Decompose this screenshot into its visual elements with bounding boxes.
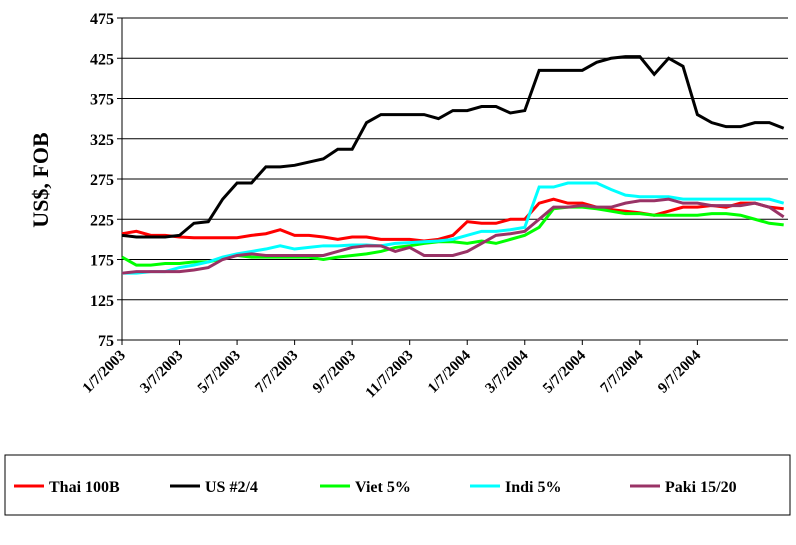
y-tick-label: 275 — [90, 172, 114, 189]
y-tick-label: 225 — [90, 212, 114, 229]
y-tick-label: 325 — [90, 132, 114, 149]
x-tick-label: 9/7/2003 — [310, 348, 359, 397]
x-tick-label: 5/7/2003 — [195, 348, 244, 397]
y-tick-label: 125 — [90, 293, 114, 310]
legend-label: Viet 5% — [355, 479, 411, 496]
x-tick-label: 1/7/2004 — [425, 347, 474, 396]
series-line — [121, 197, 784, 243]
y-axis-label: US$, FOB — [28, 132, 53, 228]
x-tick-label: 7/7/2004 — [598, 347, 647, 396]
y-tick-label: 425 — [90, 51, 114, 68]
legend-label: Thai 100B — [49, 479, 120, 496]
x-tick-label: 1/7/2003 — [80, 348, 129, 397]
x-tick-label: 5/7/2004 — [540, 347, 589, 396]
legend-label: Indi 5% — [505, 479, 561, 496]
series-line — [121, 55, 785, 239]
y-tick-label: 175 — [90, 253, 114, 270]
x-tick-label: 7/7/2003 — [252, 348, 301, 397]
y-tick-label: 75 — [98, 333, 114, 350]
y-tick-label: 375 — [90, 92, 114, 109]
legend-label: Paki 15/20 — [665, 479, 737, 496]
series-line — [121, 197, 785, 275]
x-tick-label: 3/7/2003 — [137, 348, 186, 397]
x-tick-label: 11/7/2003 — [363, 348, 417, 402]
legend-box — [4, 454, 791, 516]
x-tick-label: 3/7/2004 — [483, 347, 532, 396]
x-tick-label: 9/7/2004 — [655, 347, 704, 396]
series-line — [122, 181, 785, 275]
y-tick-label: 475 — [90, 11, 114, 28]
legend-label: US #2/4 — [205, 479, 258, 496]
